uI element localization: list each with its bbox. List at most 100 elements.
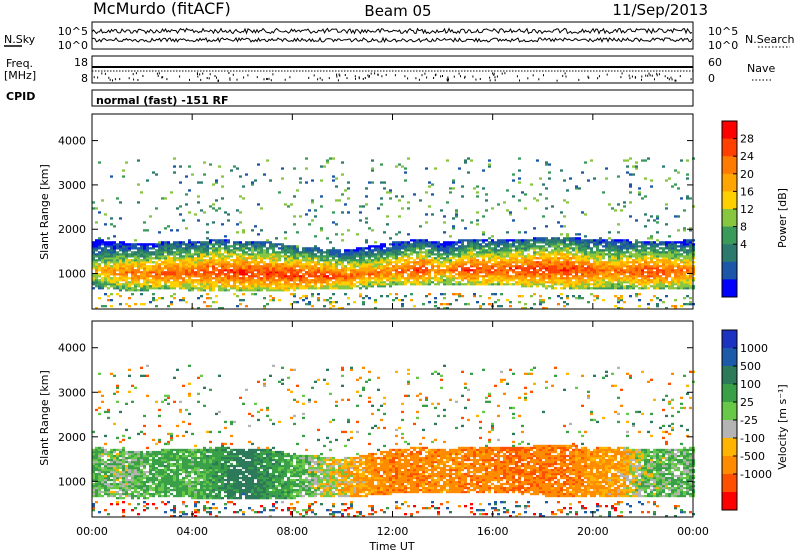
range-gate-cell [173,269,176,272]
range-gate-cell [305,287,308,290]
range-gate-cell [119,287,122,290]
range-gate-cell [287,267,290,270]
range-gate-cell [593,241,596,244]
range-gate-cell [392,269,395,272]
range-gate-cell [386,283,389,286]
range-gate-cell [572,271,575,274]
range-gate-cell [551,287,554,290]
range-gate-cell [218,251,221,254]
range-gate-cell [407,245,410,248]
range-gate-cell [665,223,668,226]
range-gate-cell [173,275,176,278]
range-gate-cell [152,279,155,282]
range-gate-cell [551,241,554,244]
range-gate-cell [383,285,386,288]
range-gate-cell [488,245,491,248]
range-gate-cell [293,283,296,286]
range-gate-cell [161,273,164,276]
range-gate-cell [566,237,569,240]
range-gate-cell [251,257,254,260]
range-gate-cell [614,257,617,260]
range-gate-cell [203,267,206,270]
range-gate-cell [596,239,599,242]
range-gate-cell [398,275,401,278]
range-gate-cell [458,277,461,280]
range-gate-cell [587,251,590,254]
range-gate-cell [221,307,224,310]
range-gate-cell [155,285,158,288]
range-gate-cell [359,247,362,250]
range-gate-cell [620,263,623,266]
range-gate-cell [266,279,269,282]
range-gate-cell [389,243,392,246]
range-gate-cell [215,273,218,276]
range-gate-cell [452,293,455,296]
range-gate-cell [524,283,527,286]
range-gate-cell [563,287,566,290]
range-gate-cell [527,267,530,270]
range-gate-cell [533,265,536,268]
range-gate-cell [389,275,392,278]
range-gate-cell [632,165,635,168]
range-gate-cell [425,273,428,276]
range-gate-cell [428,181,431,184]
range-gate-cell [125,247,128,250]
range-gate-cell [410,265,413,268]
range-gate-cell [221,273,224,276]
range-gate-cell [425,255,428,258]
nave-dropout [339,74,341,77]
range-gate-cell [431,253,434,256]
range-gate-cell [545,239,548,242]
range-gate-cell [302,267,305,270]
range-gate-cell [323,251,326,254]
range-gate-cell [269,273,272,276]
range-gate-cell [560,267,563,270]
range-gate-cell [203,247,206,250]
range-gate-cell [305,167,308,170]
range-gate-cell [104,277,107,280]
range-gate-cell [617,267,620,270]
range-gate-cell [197,269,200,272]
range-gate-cell [539,299,542,302]
range-gate-cell [476,223,479,226]
range-gate-cell [599,287,602,290]
range-gate-cell [200,263,203,266]
nave-dropout [256,76,258,79]
range-gate-cell [455,281,458,284]
nave-dropout [446,78,448,81]
range-gate-cell [176,207,179,210]
range-gate-cell [104,263,107,266]
range-gate-cell [176,263,179,266]
range-gate-cell [581,241,584,244]
range-gate-cell [458,273,461,276]
range-gate-cell [566,275,569,278]
range-gate-cell [122,169,125,172]
nave-label: Nave [747,62,775,75]
range-gate-cell [194,259,197,262]
range-gate-cell [680,305,683,308]
nave-dropout [108,76,110,79]
range-gate-cell [452,179,455,182]
range-gate-cell [545,247,548,250]
range-gate-cell [665,285,668,288]
range-gate-cell [167,285,170,288]
range-gate-cell [308,275,311,278]
range-gate-cell [101,279,104,282]
range-gate-cell [506,275,509,278]
range-gate-cell [680,275,683,278]
range-gate-cell [293,167,296,170]
range-gate-cell [542,265,545,268]
range-gate-cell [656,271,659,274]
range-gate-cell [434,167,437,170]
range-gate-cell [425,221,428,224]
range-gate-cell [146,261,149,264]
range-gate-cell [146,249,149,252]
range-gate-cell [554,243,557,246]
range-gate-cell [329,253,332,256]
range-gate-cell [326,255,329,258]
range-gate-cell [488,163,491,166]
range-gate-cell [449,281,452,284]
range-gate-cell [401,247,404,250]
range-gate-cell [185,259,188,262]
range-gate-cell [473,241,476,244]
